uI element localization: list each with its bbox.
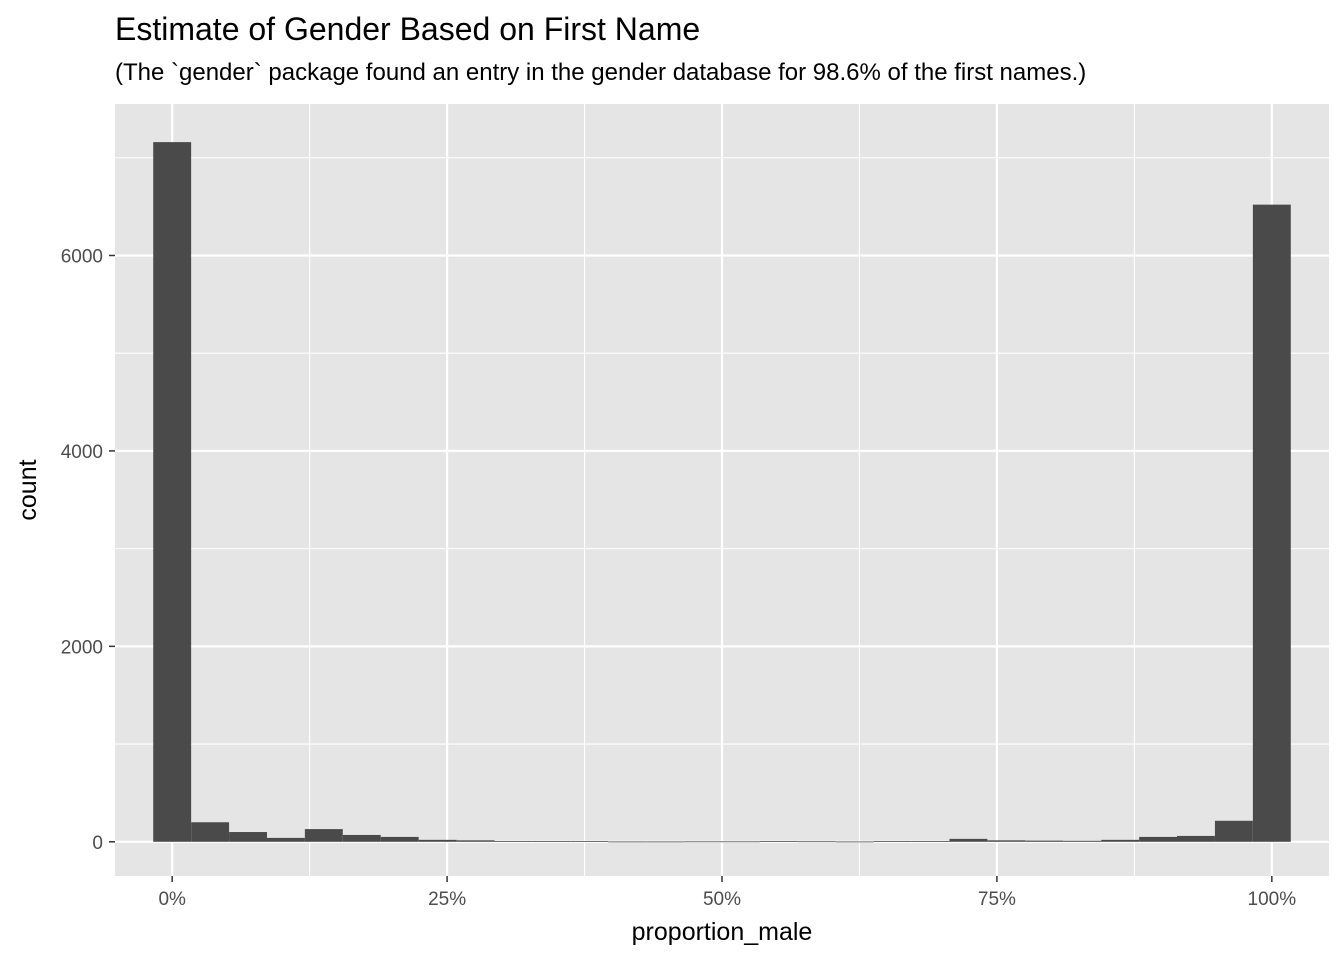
x-tick-label: 75% (978, 889, 1016, 910)
chart-title: Estimate of Gender Based on First Name (115, 11, 701, 47)
y-tick-label: 0 (92, 833, 103, 854)
histogram-bar (1025, 840, 1064, 842)
histogram-bar (570, 841, 609, 843)
histogram-bar (797, 841, 836, 843)
histogram-bar (835, 841, 874, 843)
histogram-bar (494, 841, 533, 842)
histogram-bar (949, 838, 988, 842)
histogram-bar (191, 822, 230, 842)
histogram-bar (380, 836, 419, 842)
y-tick-label: 4000 (61, 442, 103, 463)
chart-subtitle: (The `gender` package found an entry in … (115, 59, 1087, 86)
histogram-bar (342, 834, 381, 842)
histogram-bar (418, 839, 457, 842)
histogram-bar (1214, 820, 1253, 842)
histogram-bar (721, 841, 760, 843)
histogram-bar (911, 841, 950, 842)
histogram-bar (153, 142, 192, 842)
histogram-bar (456, 840, 495, 842)
histogram-bar (1063, 840, 1102, 842)
histogram-bar (759, 841, 798, 843)
histogram-bar (987, 840, 1026, 842)
histogram-bar (1101, 839, 1140, 842)
histogram-bar (1139, 836, 1178, 842)
y-tick-label: 2000 (61, 637, 103, 658)
histogram-bar (1176, 835, 1215, 842)
histogram-bar (1252, 204, 1291, 842)
histogram-bar (646, 841, 685, 843)
x-tick-label: 100% (1248, 889, 1297, 910)
histogram-bar (532, 841, 571, 843)
histogram-bar (304, 829, 343, 842)
histogram-bar (684, 841, 723, 843)
y-tick-label: 6000 (61, 246, 103, 267)
x-tick-label: 50% (703, 889, 741, 910)
histogram-bar (229, 832, 268, 842)
y-axis-title: count (14, 459, 42, 520)
x-tick-label: 25% (428, 889, 466, 910)
histogram-bar (608, 841, 647, 843)
histogram-bar (266, 837, 305, 842)
histogram-bar (873, 841, 912, 842)
x-tick-label: 0% (158, 889, 186, 910)
x-axis-title: proportion_male (632, 918, 813, 946)
